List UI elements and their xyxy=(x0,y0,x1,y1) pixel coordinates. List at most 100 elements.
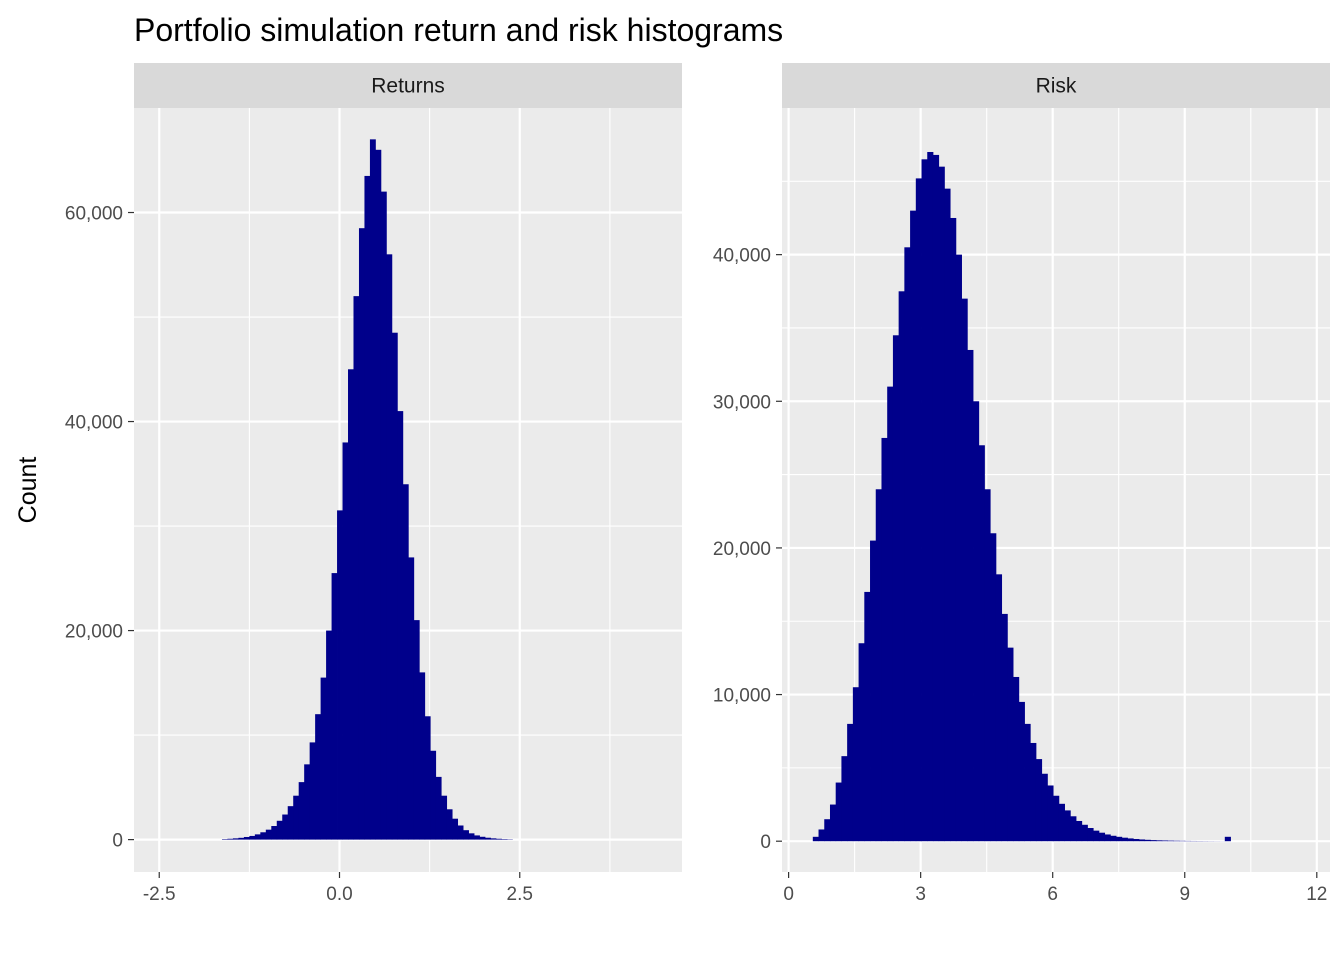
histogram-bar xyxy=(386,254,393,840)
x-tick-label: 9 xyxy=(1179,884,1190,905)
histogram-bar xyxy=(408,557,415,840)
histogram-bar xyxy=(435,776,442,840)
y-tick-label: 20,000 xyxy=(713,539,771,560)
histogram-bar xyxy=(380,191,387,840)
histogram-bar xyxy=(1224,836,1231,842)
histogram-bar xyxy=(446,809,453,840)
x-tick-label: 6 xyxy=(1047,884,1058,905)
chart-title: Portfolio simulation return and risk his… xyxy=(134,12,783,48)
histogram-bar xyxy=(984,489,991,842)
histogram-bar xyxy=(978,445,985,842)
histogram-bar xyxy=(282,814,289,840)
histogram-bar xyxy=(479,836,486,840)
histogram-bar xyxy=(870,540,877,842)
histogram-bar xyxy=(315,714,322,840)
histogram-bar xyxy=(441,795,448,840)
histogram-bars xyxy=(221,139,513,840)
histogram-bar xyxy=(1150,840,1157,842)
histogram-bar xyxy=(342,442,349,840)
x-tick-label: 12 xyxy=(1306,884,1327,905)
y-tick-label: 40,000 xyxy=(65,413,123,434)
y-tick-label: 60,000 xyxy=(65,204,123,225)
y-tick-label: 0 xyxy=(112,831,123,852)
histogram-bar xyxy=(818,829,825,842)
histogram-bar xyxy=(961,298,968,842)
histogram-bar xyxy=(812,836,819,842)
histogram-bar xyxy=(424,716,431,840)
histogram-bar xyxy=(1047,785,1054,842)
histogram-bar xyxy=(904,247,911,842)
x-tick-label: 2.5 xyxy=(507,884,533,905)
histogram-bar xyxy=(898,291,905,842)
histogram-bar xyxy=(265,829,272,840)
x-tick-label: 3 xyxy=(915,884,926,905)
histogram-bar xyxy=(1116,836,1123,842)
histogram-bar xyxy=(1058,803,1065,842)
histogram-bar xyxy=(1161,840,1168,842)
histogram-bar xyxy=(260,832,267,840)
histogram-bar xyxy=(932,154,940,842)
histogram-bar xyxy=(915,178,922,842)
histogram-bar xyxy=(1098,832,1106,842)
histogram-bars xyxy=(812,151,1231,842)
histogram-bar xyxy=(348,369,354,840)
histogram-bar xyxy=(921,159,928,842)
histogram-bar xyxy=(1144,839,1151,842)
histogram-bar xyxy=(1001,613,1008,842)
histogram-bar xyxy=(1024,723,1031,842)
histogram-bar xyxy=(309,742,316,840)
histogram-bar xyxy=(485,837,491,840)
histogram-bar xyxy=(474,835,480,840)
y-tick-label: 10,000 xyxy=(713,686,771,707)
histogram-bar xyxy=(847,723,854,842)
histogram-bar xyxy=(1053,795,1060,842)
histogram-bar xyxy=(337,510,343,840)
x-tick-label: 0.0 xyxy=(326,884,352,905)
histogram-bar xyxy=(1041,773,1048,842)
histogram-bar xyxy=(369,139,376,840)
histogram-bar xyxy=(298,782,305,840)
histogram-bar xyxy=(254,834,261,840)
histogram-bar xyxy=(841,756,848,842)
histogram-bar xyxy=(1104,834,1111,842)
histogram-bar xyxy=(326,630,332,840)
facet-strip xyxy=(134,63,682,108)
histogram-bar xyxy=(452,818,459,840)
histogram-bar xyxy=(358,228,365,840)
histogram-bar xyxy=(875,489,882,842)
histogram-bar xyxy=(938,166,945,842)
histogram-bar xyxy=(1133,839,1140,842)
facets: Returns -2.5 0.0 2.5 0 20,000 40,000 60,000 Risk… xyxy=(65,63,1330,905)
facet-strip-label: Risk xyxy=(1036,75,1077,98)
facet-strip-label: Returns xyxy=(371,75,445,98)
histogram-bar xyxy=(967,349,974,842)
histogram-bar xyxy=(238,837,245,840)
histogram-bar xyxy=(892,335,900,842)
histogram-bar xyxy=(271,826,278,840)
histogram-bar xyxy=(829,804,837,842)
histogram-bar xyxy=(1018,701,1025,842)
y-tick-label: 20,000 xyxy=(65,622,123,643)
histogram-bar xyxy=(397,411,404,840)
facet-strip xyxy=(782,63,1330,108)
histogram-bar xyxy=(944,188,951,842)
histogram-bar xyxy=(881,437,888,842)
histogram-bar xyxy=(1064,810,1071,842)
histogram-bar xyxy=(375,149,382,840)
histogram-bar xyxy=(1138,839,1146,842)
histogram-bar xyxy=(864,591,871,842)
histogram-bar xyxy=(1110,835,1117,842)
histogram-bar xyxy=(391,332,398,840)
histogram-bar xyxy=(1013,676,1020,842)
x-tick-label: -2.5 xyxy=(143,884,176,905)
histogram-bar xyxy=(221,839,228,840)
histogram-bar xyxy=(364,175,371,840)
facet-panel-returns: Returns -2.5 0.0 2.5 0 20,000 40,000 60,000 xyxy=(65,63,682,905)
y-axis-title: Count xyxy=(14,457,42,524)
histogram-bar xyxy=(276,820,283,840)
facet-panel-risk: Risk 0 3 6 9 12 0 10,000 20,000 30,000 40,000 xyxy=(713,63,1330,905)
histogram-bar xyxy=(824,819,831,842)
histogram-bar xyxy=(995,574,1003,842)
histogram-bar xyxy=(419,672,426,840)
